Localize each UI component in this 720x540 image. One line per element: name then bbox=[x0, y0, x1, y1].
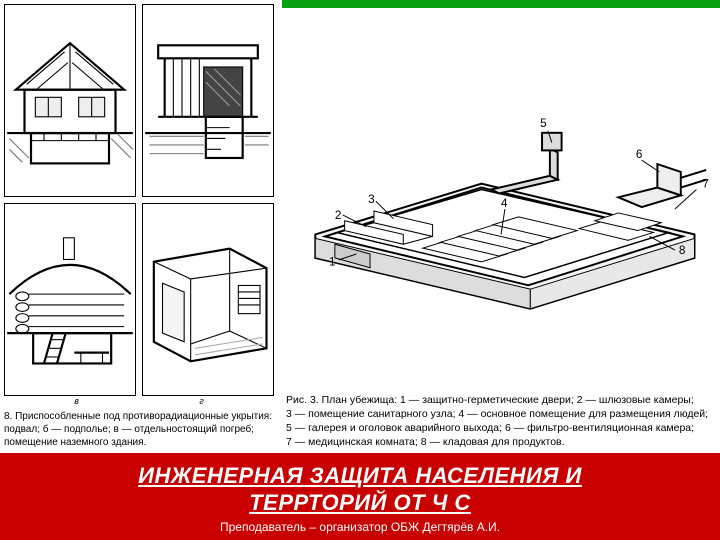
banner-title: ИНЖЕНЕРНАЯ ЗАЩИТА НАСЕЛЕНИЯ И ТЕРРТОРИЙ … bbox=[8, 463, 712, 516]
banner-title-line1: ИНЖЕНЕРНАЯ ЗАЩИТА НАСЕЛЕНИЯ И bbox=[138, 463, 582, 488]
right-caption: Рис. 3. План убежища: 1 — защитно-гермет… bbox=[286, 393, 716, 450]
callout-3: 3 bbox=[368, 193, 375, 206]
left-caption-line2: подвал; б — подполье; в — отдельностоящи… bbox=[4, 423, 274, 436]
callout-7: 7 bbox=[702, 178, 709, 191]
label-g: г bbox=[199, 396, 203, 406]
shelter-plan-isometric: 1 2 3 4 5 6 7 8 bbox=[286, 12, 716, 387]
callout-6: 6 bbox=[636, 148, 643, 161]
right-caption-line3: 5 — галерея и оголовок аварийного выхода… bbox=[286, 421, 716, 435]
shelter-diagram-grid bbox=[4, 4, 274, 396]
diagram-g-room bbox=[142, 203, 274, 396]
diagram-b-subfloor bbox=[142, 4, 274, 197]
right-column: 1 2 3 4 5 6 7 8 bbox=[282, 0, 720, 453]
banner-subtitle: Преподаватель – организатор ОБЖ Дегтярёв… bbox=[8, 520, 712, 534]
right-caption-line4: 7 — медицинская комната; 8 — кладовая дл… bbox=[286, 435, 716, 449]
callout-1: 1 bbox=[329, 256, 336, 269]
label-v: в bbox=[74, 396, 79, 406]
right-caption-line2: 3 — помещение санитарного узла; 4 — осно… bbox=[286, 407, 716, 421]
left-caption: 8. Приспособленные под противорадиационн… bbox=[4, 410, 274, 449]
right-caption-line1: Рис. 3. План убежища: 1 — защитно-гермет… bbox=[286, 393, 716, 407]
left-column: в г 8. Приспособленные под противорадиац… bbox=[0, 0, 278, 453]
callout-8: 8 bbox=[679, 244, 686, 257]
callout-2: 2 bbox=[335, 209, 342, 222]
left-caption-line3: помещение наземного здания. bbox=[4, 436, 274, 449]
title-banner: ИНЖЕНЕРНАЯ ЗАЩИТА НАСЕЛЕНИЯ И ТЕРРТОРИЙ … bbox=[0, 453, 720, 540]
callout-5: 5 bbox=[540, 117, 547, 130]
diagram-v-cellar bbox=[4, 203, 136, 396]
callout-4: 4 bbox=[501, 197, 508, 210]
diagram-labels-row: в г bbox=[4, 396, 274, 406]
diagram-a-basement bbox=[4, 4, 136, 197]
left-caption-line1: 8. Приспособленные под противорадиационн… bbox=[4, 410, 274, 423]
banner-title-line2: ТЕРРТОРИЙ ОТ Ч С bbox=[249, 490, 471, 515]
